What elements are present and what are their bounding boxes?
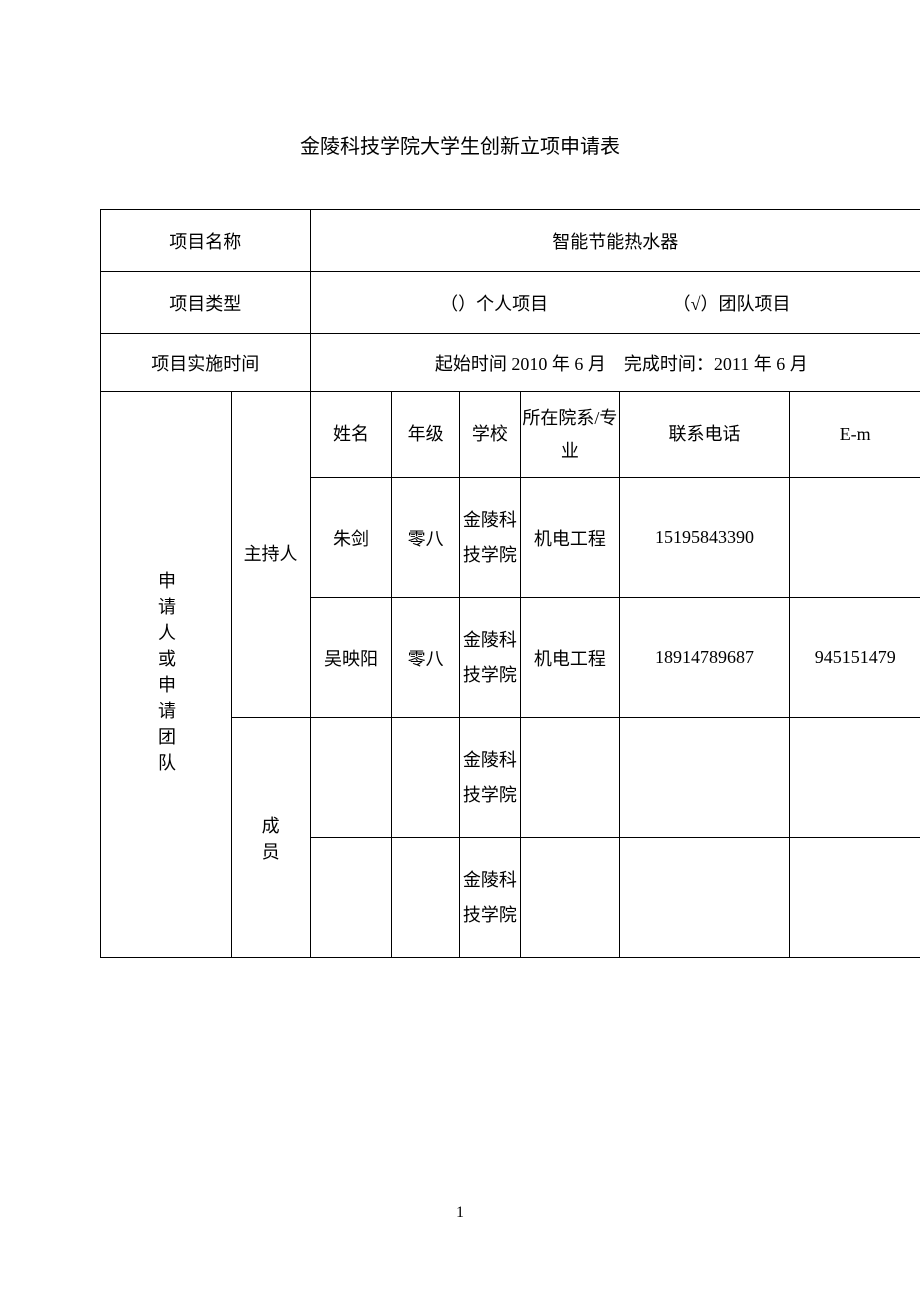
cell-dept-3 [521,838,620,958]
cell-grade-2 [392,718,459,838]
label-applicant-group: 申请人或申请团队 [101,392,232,958]
cell-name-0: 朱剑 [310,478,392,598]
page-title: 金陵科技学院大学生创新立项申请表 [0,0,920,209]
value-project-name: 智能节能热水器 [310,210,920,272]
header-school: 学校 [459,392,520,478]
label-member: 成 员 [231,718,310,958]
value-project-type: （）个人项目 （√）团队项目 [310,272,920,334]
cell-grade-0: 零八 [392,478,459,598]
cell-name-3 [310,838,392,958]
cell-email-0 [790,478,920,598]
header-name: 姓名 [310,392,392,478]
header-phone: 联系电话 [619,392,790,478]
cell-phone-1: 18914789687 [619,598,790,718]
label-project-name: 项目名称 [101,210,311,272]
cell-dept-1: 机电工程 [521,598,620,718]
cell-dept-0: 机电工程 [521,478,620,598]
cell-email-2 [790,718,920,838]
label-host: 主持人 [231,392,310,718]
header-email: E-m [790,392,920,478]
cell-email-1: 945151479 [790,598,920,718]
cell-school-3: 金陵科技学院 [459,838,520,958]
application-form-table: 项目名称 智能节能热水器 项目类型 （）个人项目 （√）团队项目 项目实施时间 … [100,209,920,958]
cell-phone-2 [619,718,790,838]
cell-name-1: 吴映阳 [310,598,392,718]
page-number: 1 [0,1204,920,1222]
cell-dept-2 [521,718,620,838]
cell-grade-1: 零八 [392,598,459,718]
label-project-time: 项目实施时间 [101,334,311,392]
cell-school-0: 金陵科技学院 [459,478,520,598]
cell-school-2: 金陵科技学院 [459,718,520,838]
cell-grade-3 [392,838,459,958]
header-dept: 所在院系/专业 [521,392,620,478]
header-grade: 年级 [392,392,459,478]
value-project-time: 起始时间 2010 年 6 月 完成时间：2011 年 6 月 [310,334,920,392]
option-team: （√）团队项目 [673,290,791,316]
option-individual: （）个人项目 [440,290,548,316]
cell-phone-0: 15195843390 [619,478,790,598]
cell-email-3 [790,838,920,958]
cell-phone-3 [619,838,790,958]
cell-school-1: 金陵科技学院 [459,598,520,718]
label-project-type: 项目类型 [101,272,311,334]
